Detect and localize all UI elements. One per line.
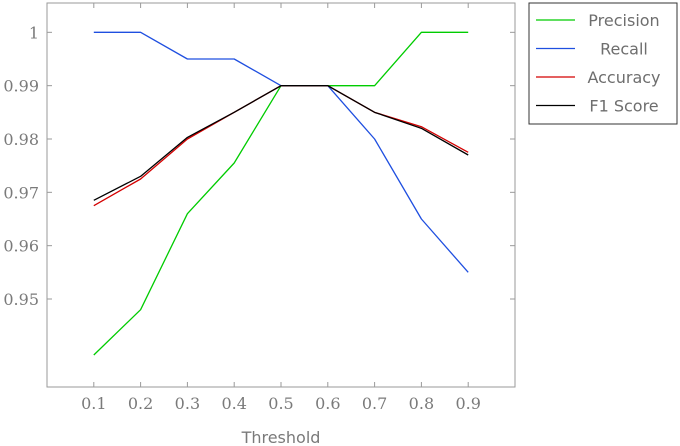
plot-frame (46, 2, 516, 388)
legend-label-recall: Recall (600, 40, 648, 59)
x-tick-label: 0.7 (362, 394, 387, 413)
x-tick-label: 0.3 (175, 394, 200, 413)
x-tick-label: 0.9 (455, 394, 480, 413)
x-tick-label: 0.2 (128, 394, 153, 413)
y-tick-label: 0.95 (3, 290, 39, 309)
y-tick-label: 0.98 (3, 130, 39, 149)
y-tick-label: 1 (29, 23, 39, 42)
x-tick-label: 0.1 (81, 394, 106, 413)
series-line-accuracy (93, 85, 469, 207)
x-tick-label: 0.4 (221, 394, 246, 413)
x-tick-label: 0.5 (268, 394, 293, 413)
y-tick-label: 0.97 (3, 183, 39, 202)
series-layer (93, 31, 469, 356)
legend-label-accuracy: Accuracy (587, 68, 660, 87)
y-tick-label: 0.96 (3, 237, 39, 256)
series-line-precision (93, 31, 469, 356)
legend-label-precision: Precision (588, 11, 659, 30)
legend-box (528, 2, 678, 125)
y-axis: 0.95 0.96 0.97 0.98 0.99 1 (3, 23, 515, 309)
x-axis-title: Threshold (241, 428, 321, 446)
legend: Precision Recall Accuracy F1 Score (528, 2, 678, 125)
x-axis: 0.1 0.2 0.3 0.4 0.5 0.6 0.7 0.8 0.9 (81, 3, 481, 413)
x-tick-label: 0.8 (409, 394, 434, 413)
legend-label-f1-score: F1 Score (589, 97, 658, 116)
series-line-f1-score (93, 85, 469, 201)
y-tick-label: 0.99 (3, 77, 39, 96)
series-line-recall (93, 31, 469, 273)
x-tick-label: 0.6 (315, 394, 340, 413)
